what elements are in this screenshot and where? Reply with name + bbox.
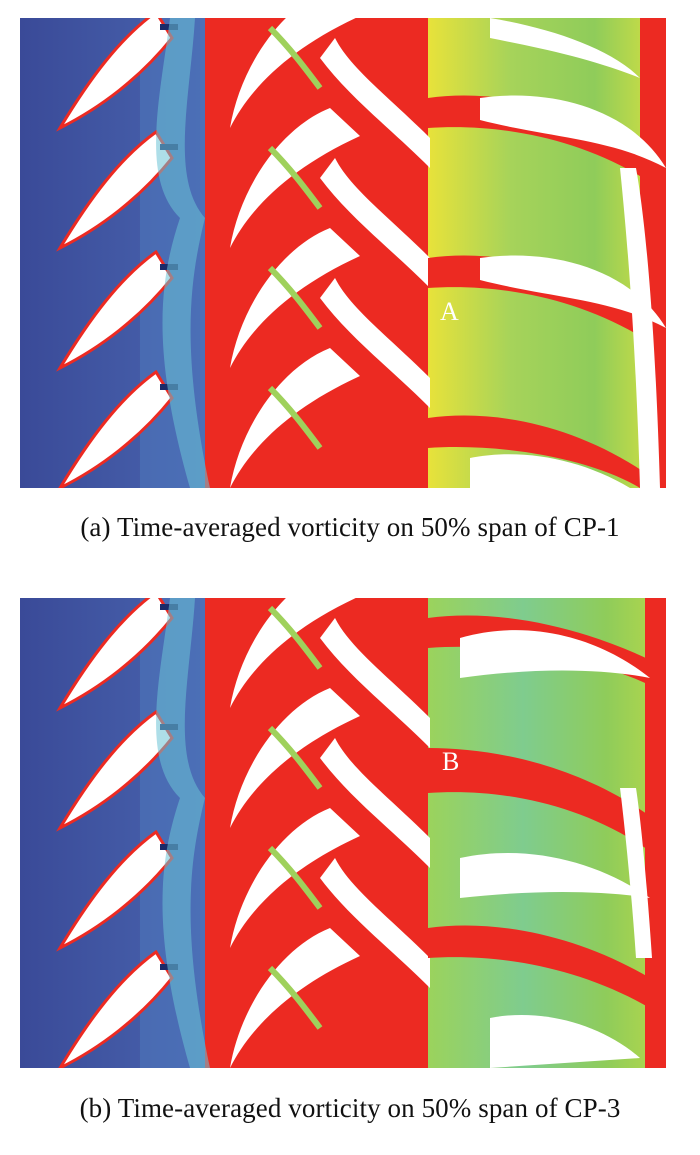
region-marker-b: B [442, 747, 459, 776]
vorticity-contour-panel-b: B [20, 598, 666, 1068]
figure-caption-b: (b) Time-averaged vorticity on 50% span … [79, 1093, 621, 1123]
vorticity-contour-panel-a: A [20, 18, 666, 488]
vorticity-contour-plot-a: A [20, 18, 666, 488]
figure-caption-a: (a) Time-averaged vorticity on 50% span … [80, 512, 620, 542]
vorticity-contour-plot-b: B [20, 598, 666, 1068]
region-marker-a: A [440, 297, 459, 326]
